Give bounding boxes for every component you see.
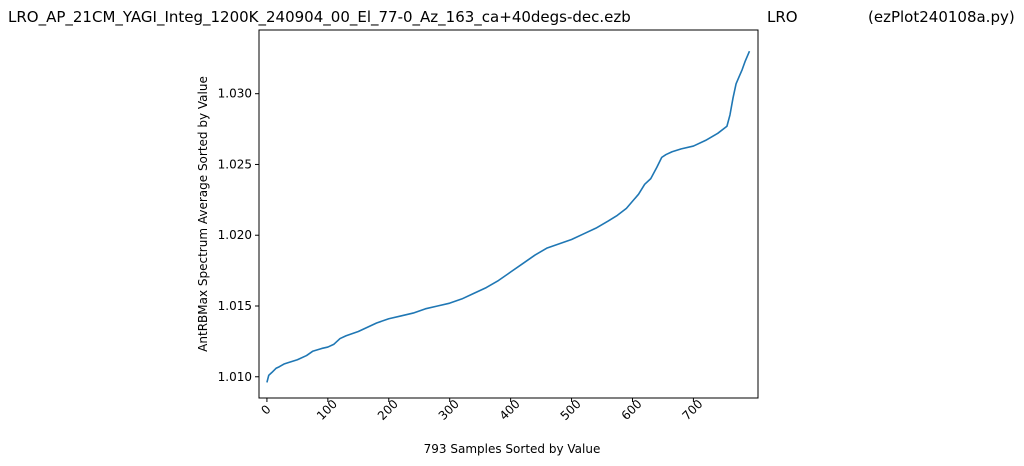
x-axis-label: 793 Samples Sorted by Value (424, 442, 601, 456)
plot-frame (258, 29, 759, 399)
x-tick-label: 700 (679, 397, 705, 423)
x-tick-label: 200 (375, 397, 401, 423)
y-tick-label: 1.030 (218, 87, 252, 101)
y-tick-label: 1.010 (218, 370, 252, 384)
y-tick-label: 1.015 (218, 299, 252, 313)
y-axis: 1.010 1.015 1.020 1.025 1.030 (218, 87, 259, 384)
chart-title-station: LRO (767, 8, 798, 26)
x-axis: 0 100 200 300 400 500 600 700 (258, 397, 705, 423)
x-tick-label: 500 (558, 397, 584, 423)
x-tick-label: 0 (258, 402, 273, 417)
x-tick-label: 300 (436, 397, 462, 423)
plot-area (258, 29, 759, 399)
x-tick-label: 400 (497, 397, 523, 423)
x-tick-label: 100 (314, 397, 340, 423)
y-tick-label: 1.025 (218, 157, 252, 171)
series-line (266, 50, 751, 383)
chart-title-filename: LRO_AP_21CM_YAGI_Integ_1200K_240904_00_E… (8, 8, 631, 27)
y-axis-label: AntRBMax Spectrum Average Sorted by Valu… (196, 76, 210, 352)
x-tick-label: 600 (619, 397, 645, 423)
chart-title-script: (ezPlot240108a.py) (868, 8, 1015, 26)
y-tick-label: 1.020 (218, 228, 252, 242)
